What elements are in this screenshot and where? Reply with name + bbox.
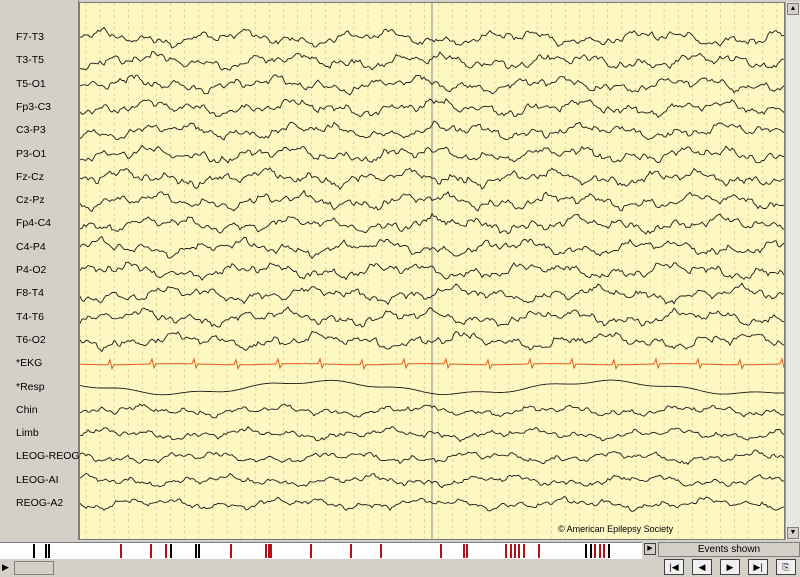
event-marker[interactable] <box>170 544 172 558</box>
channel-label: Cz-Pz <box>16 194 45 207</box>
trace-leog-ai <box>80 472 784 489</box>
trace-f7-t3 <box>80 26 784 49</box>
previous-page-icon[interactable]: ◀ <box>692 559 712 575</box>
event-marker[interactable] <box>195 544 197 558</box>
export-page-icon[interactable]: ⎘ <box>776 559 796 575</box>
event-marker[interactable] <box>440 544 442 558</box>
event-marker[interactable] <box>463 544 465 558</box>
event-marker[interactable] <box>350 544 352 558</box>
event-marker[interactable] <box>198 544 200 558</box>
channel-label: C4-P4 <box>16 240 46 253</box>
scroll-up-icon[interactable]: ▲ <box>787 3 799 15</box>
event-marker[interactable] <box>594 544 596 558</box>
trace-f8-t4 <box>80 282 784 306</box>
event-marker[interactable] <box>466 544 468 558</box>
event-marker[interactable] <box>150 544 152 558</box>
event-marker[interactable] <box>510 544 512 558</box>
first-page-icon[interactable]: |◀ <box>664 559 684 575</box>
channel-label: T3-T5 <box>16 54 45 67</box>
channel-label: T5-O1 <box>16 77 46 90</box>
channel-label: P4-O2 <box>16 264 47 276</box>
event-marker[interactable] <box>505 544 507 558</box>
event-marker[interactable] <box>310 544 312 558</box>
event-marker[interactable] <box>45 544 47 558</box>
event-marker[interactable] <box>599 544 601 558</box>
trace-limb <box>80 425 784 443</box>
channel-label: Fp3-C3 <box>16 100 52 113</box>
channel-label: Fp4-C4 <box>16 217 52 230</box>
channel-label: Fz-Cz <box>16 170 44 183</box>
page-navigation-bar: |◀ ◀ ▶ ▶| ⎘ <box>658 558 800 577</box>
event-timeline-strip[interactable] <box>0 542 642 560</box>
event-marker[interactable] <box>523 544 525 558</box>
event-marker[interactable] <box>48 544 50 558</box>
horizontal-scrollbar[interactable]: ▶ <box>0 559 642 577</box>
channel-label: F7-T3 <box>16 31 45 43</box>
copyright-notice: © American Epilepsy Society <box>558 524 674 534</box>
channel-label: P3-O1 <box>16 147 47 160</box>
event-marker[interactable] <box>270 544 272 558</box>
trace-t4-t6 <box>80 306 784 328</box>
channel-label: LEOG-AI <box>16 473 59 486</box>
trace-t6-o2 <box>80 330 784 353</box>
event-marker[interactable] <box>514 544 516 558</box>
trace-cz-pz <box>80 189 784 213</box>
last-page-icon[interactable]: ▶| <box>748 559 768 575</box>
trace-fp4-c4 <box>80 212 784 235</box>
trace-leog-reog <box>80 449 784 465</box>
channel-label: F8-T4 <box>16 287 45 300</box>
eeg-traces <box>80 3 784 539</box>
trace-t3-t5 <box>80 51 784 71</box>
event-marker[interactable] <box>165 544 167 558</box>
channel-label: T6-O2 <box>16 333 46 346</box>
trace-t5-o1 <box>80 74 784 96</box>
trace-c4-p4 <box>80 236 784 259</box>
event-marker[interactable] <box>380 544 382 558</box>
trace-p4-o2 <box>80 261 784 281</box>
channel-label: C3-P3 <box>16 124 46 137</box>
trace-fz-cz <box>80 167 784 190</box>
vertical-scrollbar[interactable]: ▲ ▼ <box>785 2 800 540</box>
event-marker[interactable] <box>585 544 587 558</box>
channel-label: Chin <box>16 403 38 416</box>
trace-fp3-c3 <box>80 97 784 118</box>
scroll-down-icon[interactable]: ▼ <box>787 527 799 539</box>
trace-chin <box>80 403 784 419</box>
channel-label: *Resp <box>16 380 45 393</box>
event-marker[interactable] <box>268 544 270 558</box>
channel-label: REOG-A2 <box>16 497 64 509</box>
channel-label: *EKG <box>16 357 43 370</box>
scroll-right-icon[interactable]: ▶ <box>2 562 9 572</box>
scroll-thumb[interactable] <box>14 561 54 575</box>
event-marker[interactable] <box>538 544 540 558</box>
events-shown-label: Events shown <box>658 542 800 557</box>
channel-label: Limb <box>16 427 39 440</box>
event-marker[interactable] <box>230 544 232 558</box>
trace-p3-o1 <box>80 144 784 164</box>
expand-events-icon[interactable]: ▶ <box>644 543 656 555</box>
event-marker[interactable] <box>608 544 610 558</box>
event-marker[interactable] <box>518 544 520 558</box>
trace--ekg <box>80 357 784 371</box>
channel-label-panel: F7-T3 T3-T5 T5-O1 Fp3-C3 C3-P3 P3-O1 Fz-Cz Cz-P… <box>0 0 80 540</box>
next-page-icon[interactable]: ▶ <box>720 559 740 575</box>
channel-label: T4-T6 <box>16 310 45 323</box>
eeg-trace-area[interactable]: © American Epilepsy Society <box>79 2 785 540</box>
event-marker[interactable] <box>603 544 605 558</box>
channel-label: LEOG-REOG <box>16 450 80 463</box>
event-marker[interactable] <box>120 544 122 558</box>
trace--resp <box>80 379 784 396</box>
event-marker[interactable] <box>590 544 592 558</box>
event-marker[interactable] <box>265 544 267 558</box>
event-marker[interactable] <box>33 544 35 558</box>
event-markers <box>33 544 610 558</box>
trace-c3-p3 <box>80 120 784 141</box>
trace-reog-a2 <box>80 495 784 513</box>
